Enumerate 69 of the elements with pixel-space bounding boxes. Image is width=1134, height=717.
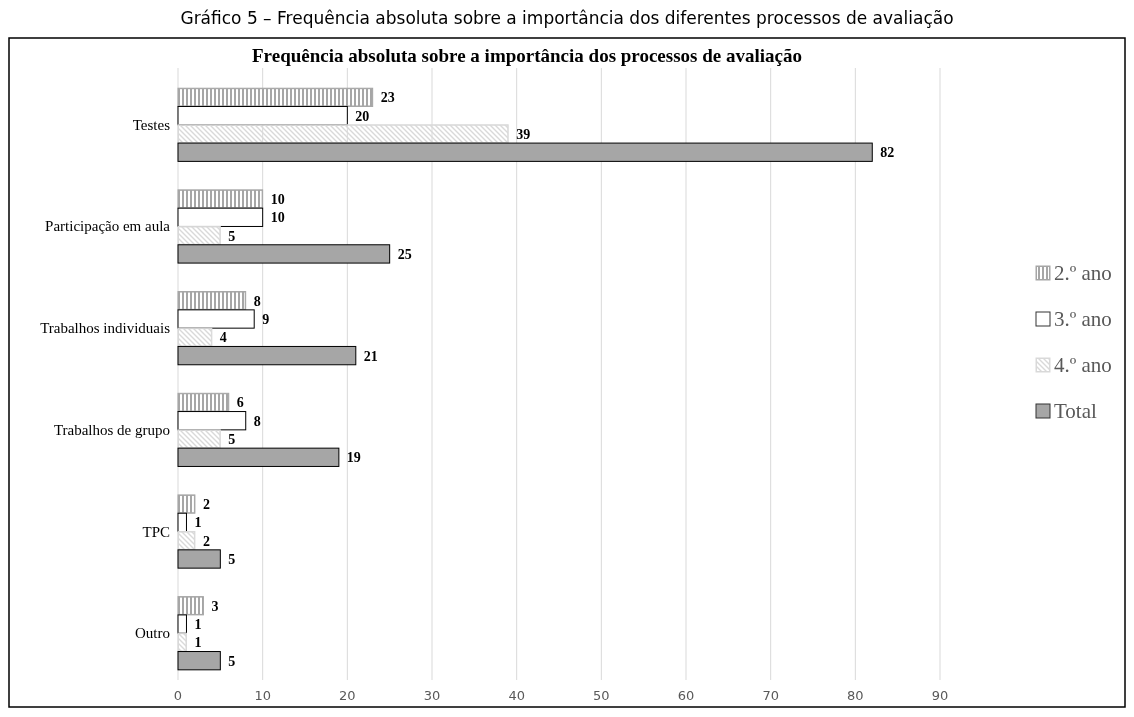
data-label: 23	[380, 90, 395, 106]
data-label: 21	[363, 348, 378, 364]
data-label: 1	[194, 635, 202, 651]
bar	[177, 512, 187, 533]
data-label: 5	[228, 228, 236, 244]
legend-label: 2.º ano	[1054, 261, 1112, 285]
data-label: 2	[202, 497, 210, 513]
y-tick-label: Participação em aula	[45, 218, 171, 235]
y-tick-label: TPC	[142, 523, 170, 540]
bar	[177, 392, 230, 413]
x-tick-label: 60	[677, 688, 695, 703]
data-label: 1	[194, 515, 202, 531]
x-tick-label: 40	[508, 688, 525, 703]
bar	[177, 531, 196, 551]
y-tick-label: Outro	[135, 625, 170, 642]
data-label: 6	[236, 395, 244, 411]
legend-label: 4.º ano	[1054, 353, 1112, 377]
legend-label: Total	[1054, 399, 1098, 423]
data-label: 8	[253, 293, 261, 309]
data-label: 39	[516, 126, 531, 142]
bar	[177, 225, 221, 246]
data-label: 1	[194, 617, 202, 633]
data-label: 5	[228, 653, 236, 669]
bar	[177, 309, 255, 329]
y-tick-label: Testes	[132, 116, 171, 133]
x-tick-label: 10	[254, 688, 271, 703]
text: 3.º ano	[1054, 307, 1112, 331]
bar	[177, 632, 187, 653]
bar	[177, 447, 340, 467]
data-label: 5	[228, 432, 236, 447]
chart-title: Frequência absoluta sobre a importância dos processos de avaliação	[252, 45, 802, 66]
bar	[177, 651, 221, 671]
bar	[177, 494, 196, 514]
y-tick-label: Trabalhos individuais	[40, 320, 171, 337]
data-label: 5	[228, 551, 236, 567]
bar	[177, 596, 204, 616]
bar	[177, 327, 213, 347]
data-label: 10	[270, 192, 285, 208]
bar	[177, 429, 221, 449]
bar	[177, 87, 374, 107]
x-tick-label: 80	[847, 688, 864, 703]
data-label: 82	[880, 145, 895, 161]
data-label: 3	[211, 598, 219, 614]
data-label: 8	[253, 413, 261, 429]
bar	[177, 614, 187, 634]
bar	[177, 291, 247, 311]
bar	[177, 345, 357, 366]
data-label: 9	[262, 312, 270, 327]
x-tick-label: 50	[593, 688, 610, 703]
text: Gráfico 5 – Frequência absoluta sobre a importância dos diferentes processos de avaliação	[180, 8, 954, 28]
bar	[177, 189, 264, 209]
y-tick-label: Trabalhos de grupo	[53, 421, 170, 438]
x-tick-label: 20	[339, 688, 356, 703]
bar	[177, 411, 247, 431]
bar	[177, 207, 264, 227]
x-tick-label: 0	[173, 688, 183, 703]
bar	[177, 142, 873, 162]
data-label: 2	[202, 533, 210, 549]
data-label: 10	[270, 210, 285, 226]
data-label: 4	[219, 330, 227, 346]
data-label: 25	[397, 246, 412, 262]
x-tick-label: 30	[423, 688, 441, 703]
bar	[177, 244, 391, 264]
data-label: 20	[355, 108, 370, 124]
bar	[177, 105, 348, 126]
bar	[177, 549, 221, 569]
x-tick-label: 70	[762, 688, 779, 703]
x-tick-label: 90	[931, 688, 949, 703]
data-label: 19	[346, 450, 361, 466]
